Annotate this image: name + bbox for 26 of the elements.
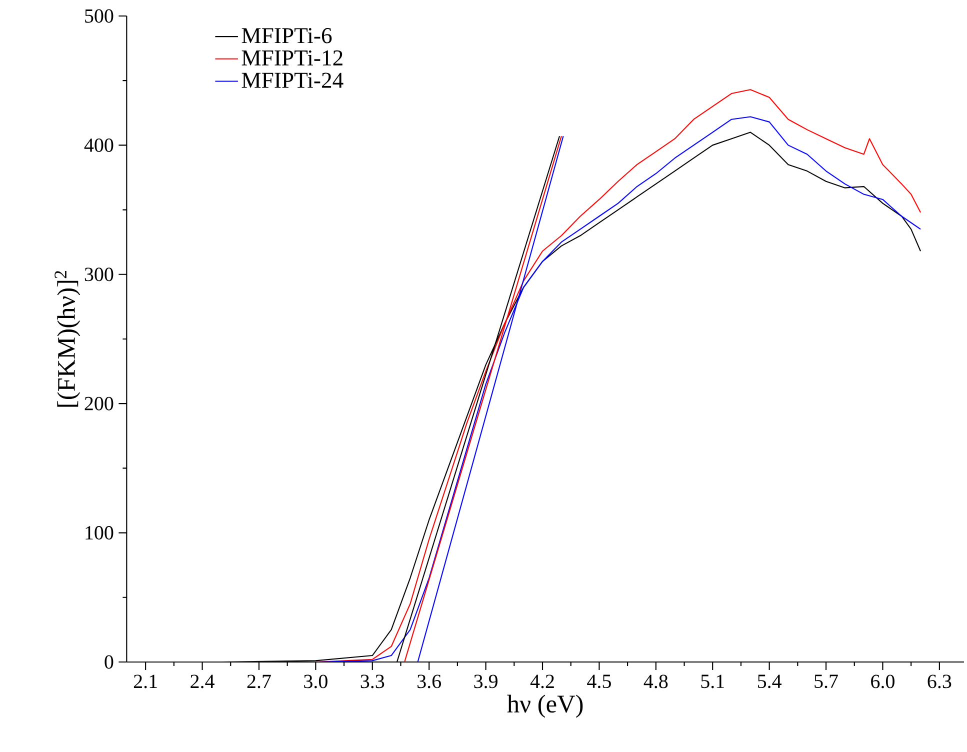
x-tick-label: 3.0 (304, 674, 328, 688)
x-tick-label: 6.0 (871, 674, 894, 688)
x-tick-label: 4.5 (587, 674, 611, 688)
x-tick-label: 2.1 (134, 674, 157, 688)
x-tick-label: 6.3 (928, 674, 952, 688)
legend-label: MFIPTi-6 (242, 28, 332, 44)
x-tick-label: 2.4 (190, 674, 214, 688)
y-tick-label: 500 (85, 9, 114, 23)
y-tick-label: 300 (84, 268, 114, 282)
y-tick-label: 400 (84, 138, 114, 152)
y-tick-label: 0 (104, 655, 114, 669)
x-tick-label: 3.3 (360, 674, 384, 688)
x-tick-label: 5.7 (814, 674, 838, 688)
y-tick-label: 100 (86, 526, 114, 540)
x-axis-title: hν (eV) (507, 694, 583, 718)
legend-label: MFIPTi-12 (242, 50, 342, 66)
x-tick-label: 2.7 (247, 674, 271, 688)
x-tick-label: 4.8 (644, 674, 668, 688)
x-tick-label: 5.4 (758, 674, 782, 688)
legend-label: MFIPTi-24 (242, 72, 344, 88)
x-tick-label: 3.9 (474, 674, 498, 688)
x-tick-label: 5.1 (701, 674, 724, 688)
x-tick-label: 4.2 (530, 674, 554, 688)
y-tick-label: 200 (84, 396, 114, 410)
y-axis-title: [(FKM)(hν)]$^{2}$ (54, 271, 80, 407)
x-tick-label: 3.6 (418, 674, 442, 688)
